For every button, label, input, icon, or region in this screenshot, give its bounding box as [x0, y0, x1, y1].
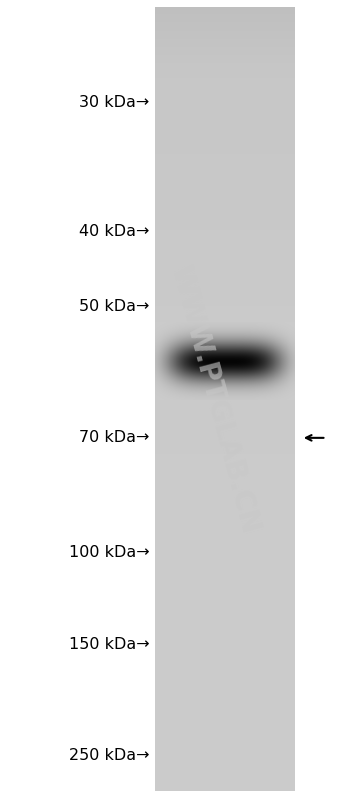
Text: 250 kDa→: 250 kDa→ — [69, 748, 150, 762]
Text: 70 kDa→: 70 kDa→ — [79, 431, 150, 445]
Text: 100 kDa→: 100 kDa→ — [69, 546, 150, 560]
Text: 50 kDa→: 50 kDa→ — [79, 299, 150, 313]
Text: 30 kDa→: 30 kDa→ — [79, 95, 150, 109]
Text: 150 kDa→: 150 kDa→ — [69, 638, 150, 652]
Text: WWW.PTGLAB.CN: WWW.PTGLAB.CN — [165, 262, 264, 537]
Text: 40 kDa→: 40 kDa→ — [79, 225, 150, 239]
